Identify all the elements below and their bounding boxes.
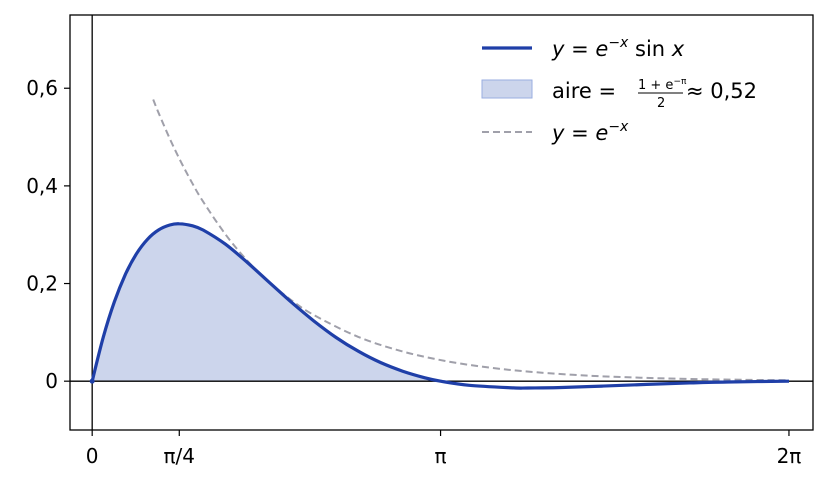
x-tick-label: π/4 <box>164 444 196 468</box>
plot-area <box>70 15 813 430</box>
legend-area-denominator: 2 <box>657 96 665 111</box>
series-main-line <box>90 222 790 390</box>
legend-area-swatch <box>481 79 533 99</box>
legend-area-numerator: 1 + e−π <box>638 77 687 93</box>
y-tick-label: 0,6 <box>26 76 58 100</box>
legend-area-approx: ≈ 0,52 <box>686 79 757 103</box>
y-tick-label: 0 <box>45 369 58 393</box>
x-tick-label: π <box>435 444 447 468</box>
x-tick-label: 2π <box>777 444 802 468</box>
axes-frame <box>69 14 814 431</box>
series-envelope-line <box>152 99 790 382</box>
legend: y = e−x sin x aire = 1 + e−π 2 ≈ 0,52 y … <box>481 35 757 145</box>
y-tick-label: 0,2 <box>26 272 58 296</box>
origin-point <box>89 378 95 384</box>
ticks: 0 π/4 π 2π 0 0,2 0,4 0,6 <box>26 76 801 468</box>
legend-label-dashed: y = e−x <box>551 119 629 145</box>
legend-label-area: aire = <box>552 79 616 103</box>
legend-label-curve: y = e−x sin x <box>551 35 685 61</box>
axes-border <box>69 14 814 431</box>
y-tick-label: 0,4 <box>26 174 58 198</box>
x-tick-label: 0 <box>86 444 99 468</box>
area-fill <box>92 223 441 382</box>
